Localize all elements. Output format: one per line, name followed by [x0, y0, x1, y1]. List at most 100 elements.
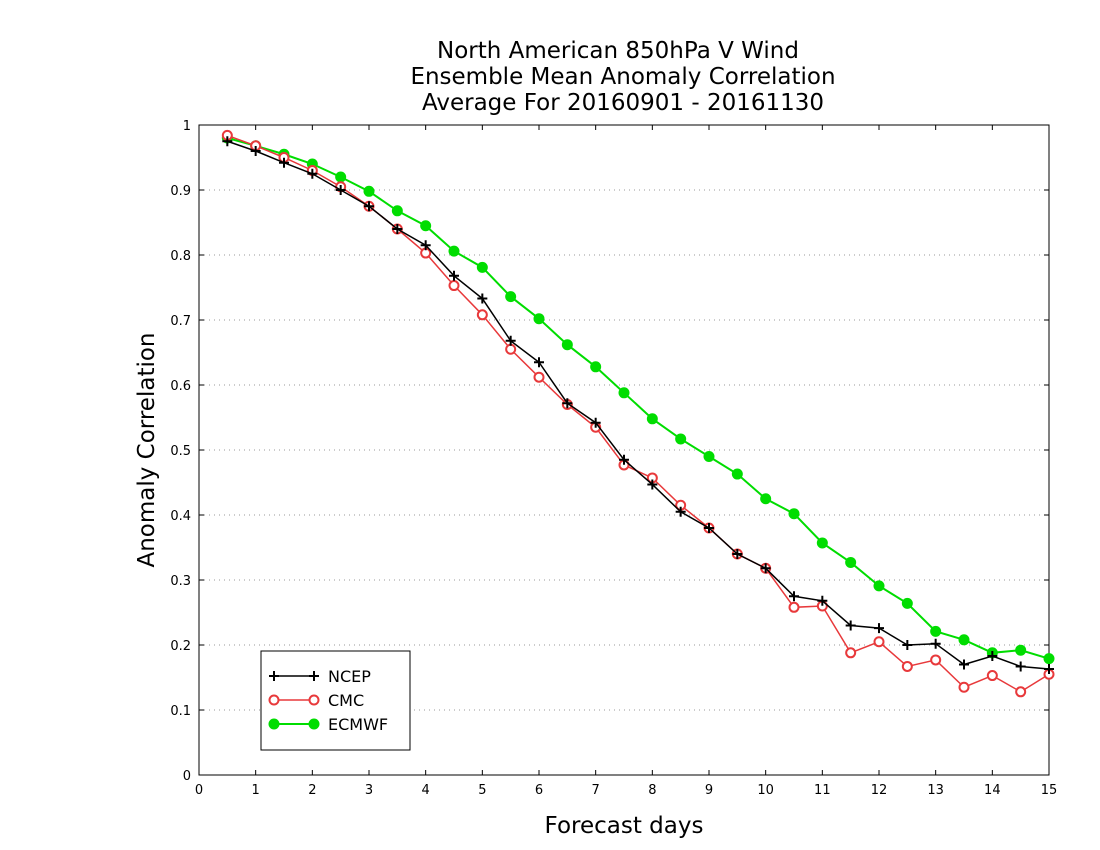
- data-point-cmc: [986, 670, 998, 682]
- data-point-ecmwf: [958, 634, 970, 646]
- data-point-ecmwf: [561, 339, 573, 351]
- data-point-ncep: [1044, 664, 1054, 675]
- x-tick-label: 14: [984, 783, 1001, 798]
- y-tick-label: 0.3: [170, 574, 191, 589]
- data-point-ncep: [250, 146, 261, 156]
- x-tick-label: 3: [365, 783, 373, 798]
- data-point-ncep: [619, 454, 629, 465]
- data-point-ncep: [505, 335, 516, 346]
- legend-marker-ecmwf: [308, 718, 320, 730]
- data-point-cmc: [448, 280, 460, 292]
- x-tick-label: 13: [927, 783, 944, 798]
- x-tick-label: 10: [757, 783, 774, 798]
- data-point-ecmwf: [391, 205, 403, 217]
- data-point-ncep: [534, 357, 544, 368]
- y-tick-label: 0.5: [170, 444, 191, 459]
- data-point-ecmwf: [533, 313, 545, 325]
- data-point-cmc: [930, 654, 942, 666]
- data-point-ecmwf: [703, 451, 715, 462]
- chart-title-line-2: Ensemble Mean Anomaly Correlation: [410, 64, 835, 90]
- x-tick-label: 1: [252, 783, 260, 798]
- legend-item-ecmwf: ECMWF: [268, 715, 388, 734]
- data-point-ecmwf: [590, 361, 602, 373]
- x-tick-label: 2: [308, 783, 316, 798]
- data-point-cmc: [505, 343, 517, 355]
- data-point-ncep: [874, 623, 884, 634]
- data-point-ecmwf: [420, 220, 432, 232]
- x-tick-label: 7: [592, 783, 600, 798]
- data-point-ecmwf: [448, 245, 460, 257]
- data-point-ecmwf: [873, 580, 885, 592]
- series-ecmwf: [221, 132, 1055, 665]
- series-line-ecmwf: [227, 137, 1050, 660]
- data-point-ncep: [222, 136, 233, 147]
- y-tick-label: 0: [183, 769, 191, 784]
- data-point-ncep: [1015, 661, 1026, 672]
- x-axis-ticks: 0 1 2 3 4 5 6 7 8 9 10 11 12 13 14 15: [195, 125, 1057, 798]
- x-tick-label: 9: [705, 783, 713, 798]
- data-point-ecmwf: [476, 261, 488, 273]
- y-tick-label: 0.2: [170, 639, 191, 654]
- data-point-ncep: [562, 398, 573, 409]
- y-tick-label: 0.7: [170, 314, 191, 329]
- data-point-ecmwf: [845, 556, 857, 568]
- data-point-ecmwf: [901, 597, 913, 609]
- legend-marker-ncep: [309, 671, 319, 681]
- data-point-ncep: [817, 595, 828, 606]
- chart-title: North American 850hPa V Wind Ensemble Me…: [410, 38, 835, 116]
- grid-lines: [199, 189, 1049, 711]
- data-point-cmc: [873, 636, 885, 648]
- data-point-ecmwf: [760, 493, 772, 505]
- x-tick-label: 4: [422, 783, 430, 798]
- x-tick-label: 11: [814, 783, 831, 798]
- data-point-ecmwf: [646, 413, 658, 425]
- legend-label-cmc: CMC: [328, 691, 364, 710]
- data-point-ncep: [307, 168, 318, 179]
- legend-marker-ecmwf: [268, 718, 280, 730]
- series-ncep: [222, 136, 1054, 675]
- data-point-ncep: [335, 185, 346, 195]
- data-point-ncep: [675, 506, 686, 517]
- data-point-ncep: [392, 224, 403, 234]
- data-point-ncep: [902, 640, 913, 650]
- data-point-ncep: [477, 293, 488, 304]
- x-tick-label: 6: [535, 783, 543, 798]
- data-point-cmc: [901, 660, 913, 672]
- y-axis-ticks: 0 0.1 0.2 0.3 0.4 0.5 0.6 0.7 0.8 0.9 1: [170, 119, 1049, 784]
- series-line-cmc: [227, 134, 1050, 693]
- x-tick-label: 0: [195, 783, 203, 798]
- y-tick-label: 0.8: [170, 249, 191, 264]
- legend-marker-ncep: [269, 671, 279, 681]
- chart-title-line-1: North American 850hPa V Wind: [437, 38, 799, 64]
- legend-label-ecmwf: ECMWF: [328, 715, 388, 734]
- data-point-ncep: [930, 638, 941, 649]
- legend-marker-cmc: [268, 694, 280, 706]
- data-point-cmc: [1015, 686, 1027, 698]
- x-tick-label: 12: [871, 783, 888, 798]
- data-point-cmc: [533, 371, 545, 383]
- data-point-ncep: [364, 201, 374, 212]
- data-point-ncep: [420, 240, 431, 251]
- data-point-ecmwf: [505, 291, 517, 303]
- legend-item-cmc: CMC: [268, 691, 364, 710]
- data-point-ncep: [845, 620, 856, 631]
- chart-title-line-3: Average For 20160901 - 20161130: [422, 90, 824, 116]
- data-point-ecmwf: [816, 537, 828, 549]
- data-point-ncep: [789, 591, 799, 602]
- y-tick-label: 0.4: [170, 509, 191, 524]
- data-point-ncep: [959, 659, 969, 670]
- data-point-ncep: [647, 479, 658, 490]
- data-point-ecmwf: [930, 625, 942, 637]
- x-tick-label: 8: [648, 783, 656, 798]
- y-tick-label: 0.6: [170, 379, 191, 394]
- data-point-ncep: [987, 651, 998, 662]
- data-point-ncep: [732, 549, 743, 559]
- data-point-ncep: [590, 417, 601, 428]
- data-point-ecmwf: [618, 387, 630, 399]
- data-point-ncep: [449, 270, 459, 281]
- legend: NCEP CMC ECMWF: [260, 650, 411, 751]
- y-tick-label: 0.1: [170, 704, 191, 719]
- legend-item-ncep: NCEP: [269, 667, 371, 686]
- x-tick-label: 15: [1041, 783, 1058, 798]
